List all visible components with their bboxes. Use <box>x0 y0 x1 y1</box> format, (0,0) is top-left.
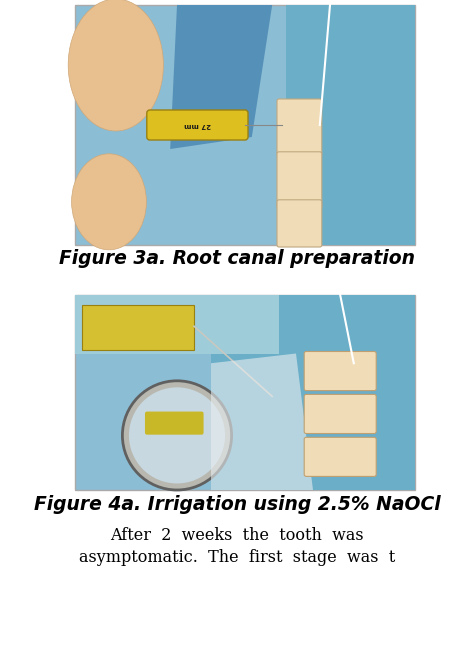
FancyBboxPatch shape <box>145 412 203 435</box>
FancyBboxPatch shape <box>277 152 322 209</box>
Text: After  2  weeks  the  tooth  was: After 2 weeks the tooth was <box>110 527 364 544</box>
FancyBboxPatch shape <box>277 200 322 247</box>
Bar <box>75 295 415 490</box>
Bar <box>75 295 279 353</box>
Text: Figure 3a. Root canal preparation: Figure 3a. Root canal preparation <box>59 248 415 268</box>
Text: Figure 4a. Irrigation using 2.5% NaOCl: Figure 4a. Irrigation using 2.5% NaOCl <box>34 494 440 513</box>
FancyBboxPatch shape <box>304 351 376 391</box>
Circle shape <box>129 387 225 484</box>
Text: asymptomatic.  The  first  stage  was  t: asymptomatic. The first stage was t <box>79 550 395 567</box>
FancyBboxPatch shape <box>304 438 376 476</box>
Text: 27 mm: 27 mm <box>184 122 211 128</box>
Ellipse shape <box>68 0 164 131</box>
Polygon shape <box>211 353 313 490</box>
Ellipse shape <box>72 154 146 250</box>
Bar <box>211 295 415 490</box>
Polygon shape <box>170 5 272 149</box>
FancyBboxPatch shape <box>277 99 322 156</box>
FancyBboxPatch shape <box>304 394 376 434</box>
Polygon shape <box>82 304 194 350</box>
FancyBboxPatch shape <box>147 110 248 140</box>
Bar <box>75 5 415 245</box>
Bar <box>286 5 415 245</box>
Circle shape <box>122 381 232 490</box>
